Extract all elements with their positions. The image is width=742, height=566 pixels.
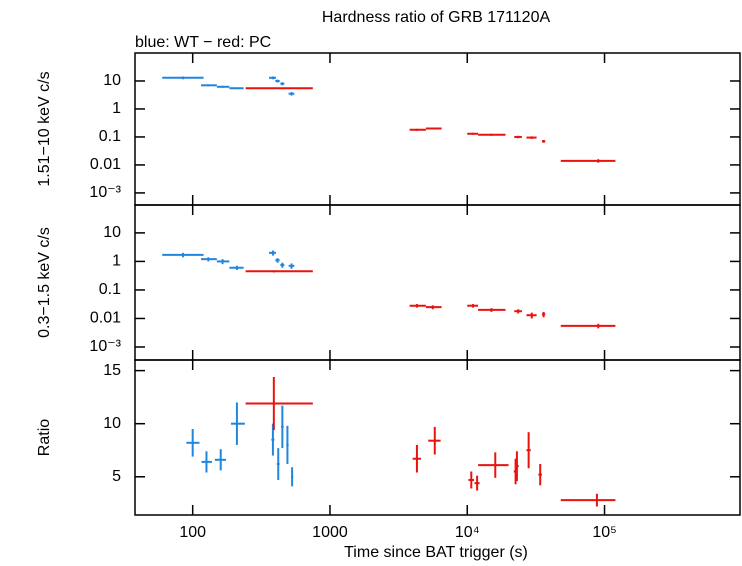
y-tick-label: 0.01 (90, 156, 121, 173)
y-tick-label: 15 (103, 362, 121, 379)
y-tick-label: 0.1 (99, 128, 121, 145)
x-tick-label: 100 (179, 524, 206, 541)
y-tick-label: 1 (112, 100, 121, 117)
y-tick-label: 10 (103, 224, 121, 241)
y-tick-label: 5 (112, 468, 121, 485)
plot-frame (134, 204, 741, 361)
y-tick-label: 0.1 (99, 281, 121, 298)
plot-frame (134, 359, 741, 516)
y-tick-label: 10⁻³ (89, 184, 121, 201)
x-tick-label: 1000 (312, 524, 348, 541)
chart-subtitle: blue: WT − red: PC (135, 34, 271, 51)
y-tick-label: 10⁻³ (89, 338, 121, 355)
y-tick-label: 1 (112, 253, 121, 270)
x-axis-label: Time since BAT trigger (s) (344, 544, 528, 561)
y-tick-label: 10 (103, 72, 121, 89)
y-axis-label: 1.51−10 keV c/s (36, 71, 53, 186)
y-tick-label: 10 (103, 415, 121, 432)
x-tick-label: 10⁵ (592, 524, 616, 541)
y-axis-label: Ratio (36, 419, 53, 456)
y-tick-label: 0.01 (90, 310, 121, 327)
y-axis-label: 0.3−1.5 keV c/s (36, 227, 53, 338)
chart-title: Hardness ratio of GRB 171120A (322, 9, 551, 26)
x-tick-label: 10⁴ (455, 524, 480, 541)
